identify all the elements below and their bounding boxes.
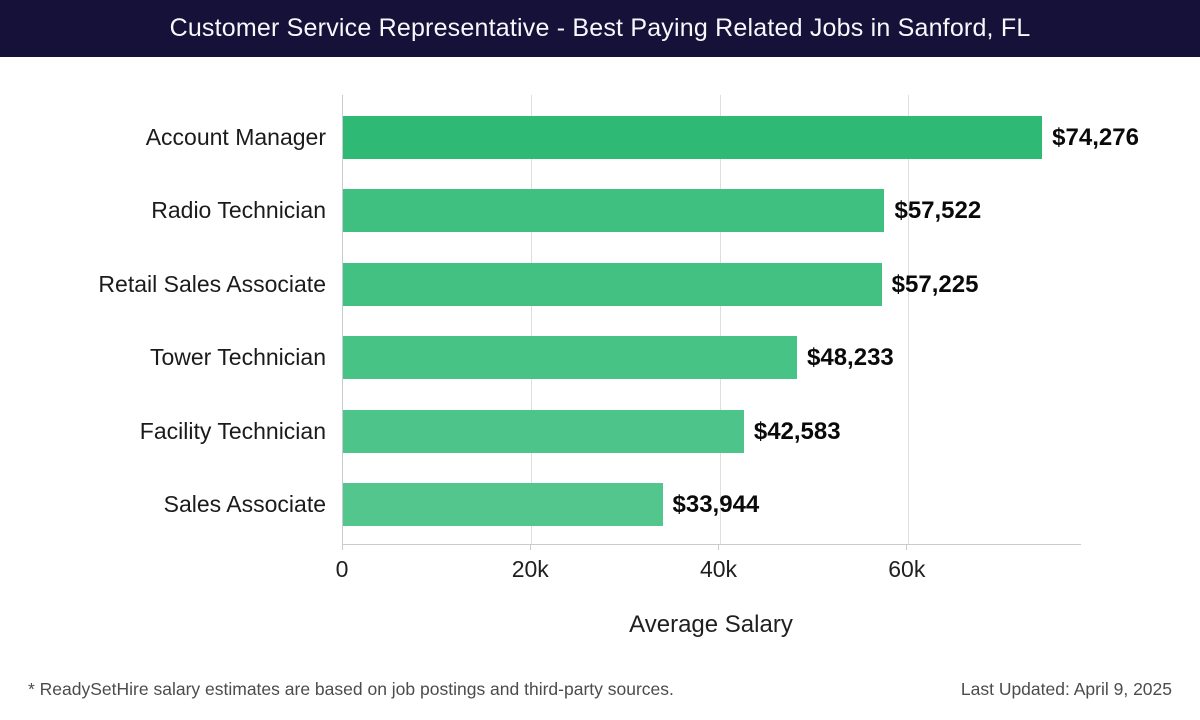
bar [343,262,882,306]
tick-mark [906,544,908,550]
gridline [719,95,721,544]
tick-mark [718,544,720,550]
bar [343,336,798,379]
tick-value-label: 20k [511,556,549,582]
x-axis-title: Average Salary [629,611,793,638]
category-axis-labels: Account Manager Radio Technician Retail Sa… [0,95,342,544]
category-label: Account Manager [145,123,326,150]
tick-value-label: 0 [335,556,349,582]
chart-title-bar: Customer Service Representative - Best P… [0,0,1200,57]
value-label: $48,233 [807,344,894,371]
disclaimer-note: * ReadySetHire salary estimates are base… [28,679,674,699]
value-label: $57,225 [891,270,979,298]
value-label: $57,522 [894,197,982,224]
last-updated-label: Last Updated: April 9, 2025 [960,679,1172,699]
value-label: $33,944 [672,491,760,518]
tick-value-label: 60k [888,556,926,582]
bar [343,409,744,453]
bar [343,483,663,526]
category-label: Sales Associate [163,491,326,517]
value-label: $42,583 [753,417,841,445]
category-label: Radio Technician [151,197,326,223]
bar [343,115,1043,159]
chart-footer: * ReadySetHire salary estimates are base… [0,679,1200,700]
tick-value-label: 40k [699,556,738,582]
category-label: Facility Technician [139,417,326,444]
gridline [531,95,533,544]
bar [343,189,885,232]
chart-title: Customer Service Representative - Best P… [169,14,1031,42]
category-label: Tower Technician [149,344,326,370]
tick-mark [341,544,343,550]
value-label: $74,276 [1052,123,1139,151]
gridline [907,95,909,544]
tick-mark [529,544,531,550]
plot-area: $74,276 $57,522 $57,225 $48,233 $42,583 $33,9… [342,95,1139,545]
category-label: Retail Sales Associate [98,270,326,297]
x-axis-ticks: 0 20k 40k 60k [336,544,1080,590]
